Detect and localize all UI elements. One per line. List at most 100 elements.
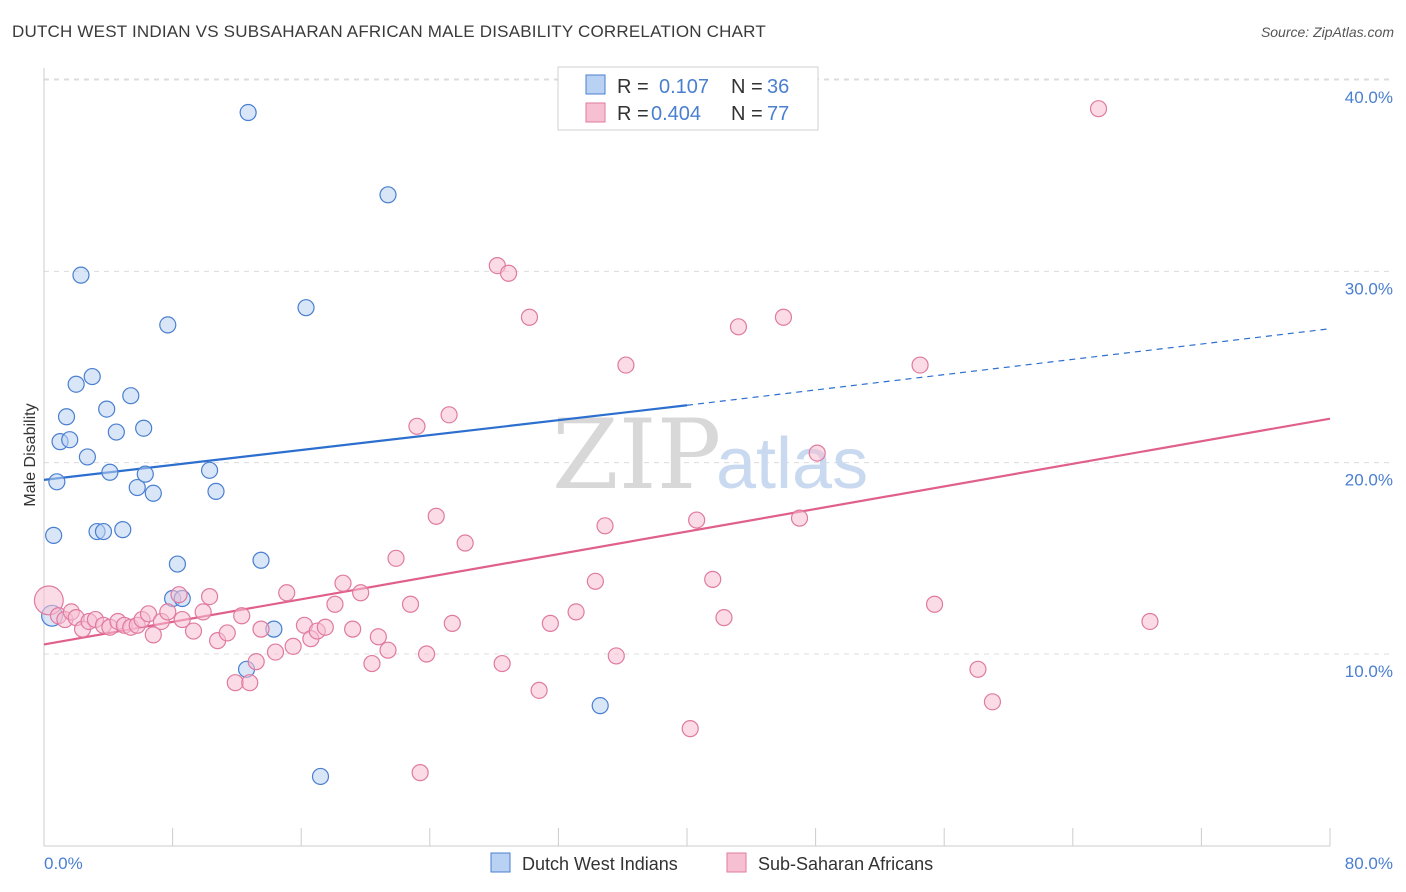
point-dutch-west-indians — [48, 473, 66, 491]
legend-n-value: 36 — [767, 76, 789, 98]
point-sub-saharan-africans — [911, 356, 929, 374]
point-sub-saharan-africans — [233, 607, 251, 625]
point-dutch-west-indians — [379, 186, 397, 204]
point-sub-saharan-africans — [586, 572, 604, 590]
point-sub-saharan-africans — [352, 584, 370, 602]
point-sub-saharan-africans — [688, 511, 706, 529]
point-sub-saharan-africans — [334, 574, 352, 592]
point-sub-saharan-africans — [499, 264, 518, 282]
point-dutch-west-indians — [168, 555, 187, 573]
point-sub-saharan-africans — [247, 653, 265, 671]
point-dutch-west-indians — [98, 400, 116, 418]
point-dutch-west-indians — [128, 478, 146, 497]
point-sub-saharan-africans — [226, 674, 244, 692]
watermark-atlas: atlas — [716, 424, 868, 504]
point-dutch-west-indians — [107, 423, 125, 441]
point-sub-saharan-africans — [369, 628, 387, 646]
y-tick-label: 10.0% — [1345, 662, 1393, 681]
series-legend-label-sub-saharan-africans: Sub-Saharan Africans — [758, 854, 933, 874]
point-sub-saharan-africans — [184, 622, 203, 640]
x-tick-labels: 0.0% 80.0% — [44, 854, 1393, 873]
point-dutch-west-indians — [61, 431, 79, 449]
point-dutch-west-indians — [101, 463, 119, 481]
point-sub-saharan-africans — [139, 605, 158, 623]
point-dutch-west-indians — [67, 375, 85, 393]
point-sub-saharan-africans — [379, 641, 397, 659]
chart-title: DUTCH WEST INDIAN VS SUBSAHARAN AFRICAN … — [12, 22, 766, 41]
trend-line-dutch-west-indians — [43, 404, 688, 481]
y-tick-label: 40.0% — [1345, 88, 1393, 107]
series-legend: Dutch West Indians Sub-Saharan Africans — [490, 852, 933, 874]
point-sub-saharan-africans — [427, 507, 445, 525]
legend-swatch-blue — [585, 74, 606, 95]
correlation-legend: R = 0.107 N = 36 R = 0.404 N = 77 — [557, 66, 819, 131]
legend-r-value: 0.107 — [659, 76, 709, 98]
point-sub-saharan-africans — [567, 603, 585, 621]
watermark-zip: ZIP — [552, 399, 721, 511]
y-tick-label: 20.0% — [1345, 471, 1393, 490]
point-sub-saharan-africans — [715, 609, 733, 627]
point-sub-saharan-africans — [144, 626, 162, 644]
point-dutch-west-indians — [297, 299, 315, 317]
point-sub-saharan-africans — [266, 643, 285, 661]
point-sub-saharan-africans — [401, 595, 420, 613]
x-tick-label-max: 80.0% — [1345, 854, 1393, 873]
trend-line-sub-saharan-africans — [43, 417, 1331, 646]
point-dutch-west-indians — [122, 387, 140, 405]
point-sub-saharan-africans — [456, 534, 474, 552]
point-sub-saharan-africans — [440, 406, 458, 424]
legend-swatch-pink — [585, 102, 606, 123]
point-sub-saharan-africans — [681, 720, 699, 738]
point-sub-saharan-africans — [408, 417, 426, 435]
point-dutch-west-indians — [159, 316, 177, 334]
legend-n-label: N = — [731, 76, 763, 98]
series-legend-swatch-pink — [726, 852, 747, 873]
legend-r-label: R = — [617, 103, 649, 125]
point-sub-saharan-africans — [170, 586, 188, 604]
y-tick-labels: 10.0% 20.0% 30.0% 40.0% — [1345, 88, 1393, 681]
point-sub-saharan-africans — [417, 645, 436, 663]
point-sub-saharan-africans — [316, 618, 334, 636]
y-axis-label: Male Disability — [22, 403, 39, 506]
series-legend-swatch-blue — [490, 852, 511, 873]
point-sub-saharan-africans — [173, 610, 191, 629]
point-dutch-west-indians — [57, 408, 76, 426]
point-sub-saharan-africans — [729, 318, 748, 336]
point-dutch-west-indians — [311, 767, 330, 786]
point-sub-saharan-africans — [387, 549, 405, 567]
legend-r-label: R = — [617, 76, 649, 98]
point-sub-saharan-africans — [241, 674, 259, 692]
point-dutch-west-indians — [591, 697, 609, 715]
point-sub-saharan-africans — [200, 587, 219, 606]
point-sub-saharan-africans — [774, 308, 793, 326]
point-sub-saharan-africans — [541, 614, 559, 632]
point-sub-saharan-africans — [530, 681, 548, 699]
point-dutch-west-indians — [94, 522, 113, 541]
trend-lines — [43, 328, 1331, 646]
point-sub-saharan-africans — [493, 654, 511, 673]
point-dutch-west-indians — [136, 465, 154, 483]
legend-n-label: N = — [731, 103, 763, 125]
point-sub-saharan-africans — [925, 595, 944, 613]
point-dutch-west-indians — [252, 551, 270, 569]
point-sub-saharan-africans — [808, 444, 826, 462]
point-sub-saharan-africans — [1141, 612, 1159, 631]
point-dutch-west-indians — [200, 461, 219, 479]
source-credit: Source: ZipAtlas.com — [1260, 24, 1394, 40]
point-sub-saharan-africans — [790, 509, 809, 527]
point-sub-saharan-africans — [284, 637, 302, 655]
point-dutch-west-indians — [239, 103, 257, 122]
point-sub-saharan-africans — [617, 356, 635, 374]
y-tick-label: 30.0% — [1345, 279, 1393, 298]
point-dutch-west-indians — [45, 526, 63, 544]
point-dutch-west-indians — [83, 367, 101, 386]
point-dutch-west-indians — [72, 266, 90, 284]
point-sub-saharan-africans — [326, 595, 344, 613]
point-sub-saharan-africans — [983, 693, 1002, 711]
point-sub-saharan-africans — [596, 517, 614, 535]
point-sub-saharan-africans — [194, 603, 212, 621]
point-sub-saharan-africans — [252, 620, 270, 638]
x-tick-label-min: 0.0% — [44, 854, 83, 873]
axes — [43, 68, 1331, 847]
